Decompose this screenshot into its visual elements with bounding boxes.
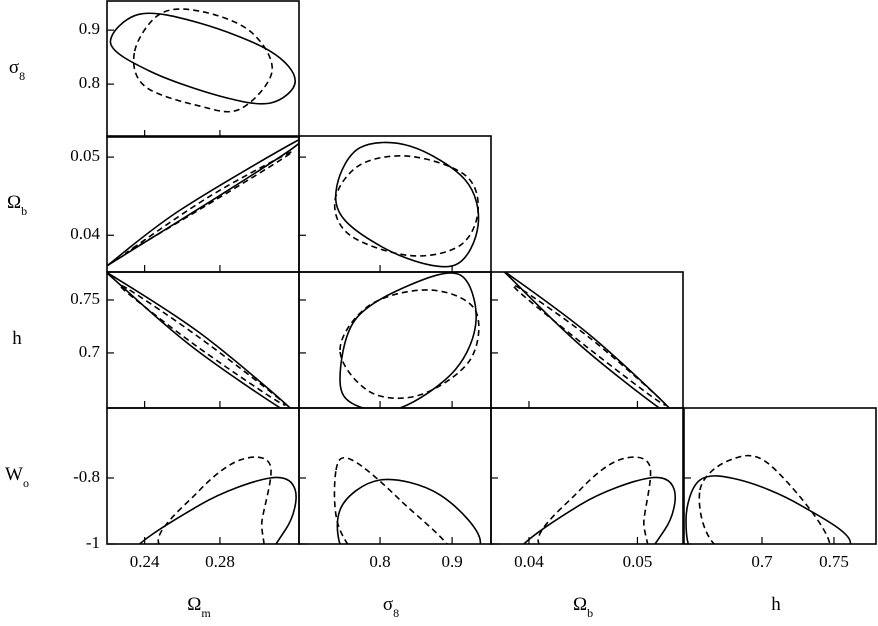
- axis-label: Ωb: [7, 192, 27, 217]
- label-subscript: o: [23, 476, 29, 490]
- x-tick-label: 0.7: [751, 552, 773, 571]
- y-tick-label: -0.8: [73, 467, 100, 486]
- axis-label: h: [12, 328, 22, 349]
- x-tick-label: 0.24: [130, 552, 160, 571]
- x-tick-label: 0.05: [623, 552, 653, 571]
- panel-frame: [298, 407, 492, 545]
- label-subscript: b: [21, 204, 27, 218]
- label-text: Ω: [573, 594, 587, 615]
- axis-label: σ8: [9, 57, 25, 82]
- label-subscript: 8: [19, 69, 25, 83]
- contour: [132, 8, 273, 113]
- contour: [339, 272, 477, 408]
- x-tick-label: 0.8: [369, 552, 390, 571]
- y-tick-label: 0.7: [79, 342, 101, 361]
- contour: [124, 150, 294, 254]
- y-tick-label: 0.8: [79, 73, 100, 92]
- label-text: σ: [383, 594, 393, 615]
- y-tick-label: 0.05: [70, 146, 100, 165]
- contour: [119, 284, 286, 406]
- label-text: h: [771, 594, 781, 615]
- x-tick-label: 0.9: [441, 552, 462, 571]
- label-text: σ: [9, 57, 19, 78]
- contour: [333, 457, 449, 544]
- contour: [522, 476, 676, 544]
- label-text: h: [12, 328, 22, 349]
- x-tick-label: 0.75: [819, 552, 849, 571]
- contour: [107, 138, 299, 267]
- y-tick-label: -1: [86, 533, 100, 552]
- axis-label: Ωm: [187, 594, 211, 619]
- label-subscript: m: [201, 606, 211, 620]
- contour: [698, 454, 831, 544]
- label-subscript: 8: [393, 606, 399, 620]
- contour: [333, 155, 480, 257]
- x-tick-label: 0.04: [514, 552, 544, 571]
- y-tick-label: 0.75: [70, 289, 100, 308]
- label-subscript: b: [587, 606, 593, 620]
- axis-label: Wo: [5, 464, 29, 489]
- contour: [334, 141, 480, 268]
- contour: [138, 476, 297, 544]
- label-text: W: [5, 464, 23, 485]
- x-tick-label: 0.28: [205, 552, 235, 571]
- axis-label: h: [771, 594, 781, 615]
- panel-frame: [106, 0, 300, 138]
- panel-frame: [490, 271, 684, 409]
- contour: [512, 284, 667, 406]
- axis-label: σ8: [383, 594, 399, 619]
- panel-frame: [683, 407, 877, 545]
- axis-label: Ωb: [573, 594, 593, 619]
- contour: [339, 289, 480, 400]
- y-tick-label: 0.9: [79, 19, 100, 38]
- panel-frame: [490, 407, 684, 545]
- label-text: Ω: [187, 594, 201, 615]
- panel-frame: [106, 271, 300, 409]
- y-tick-label: 0.04: [70, 224, 100, 243]
- contour: [109, 12, 297, 105]
- contour: [336, 478, 481, 544]
- panel-frame: [106, 407, 300, 545]
- contour: [157, 456, 272, 544]
- label-text: Ω: [7, 192, 21, 213]
- contour: [537, 456, 652, 544]
